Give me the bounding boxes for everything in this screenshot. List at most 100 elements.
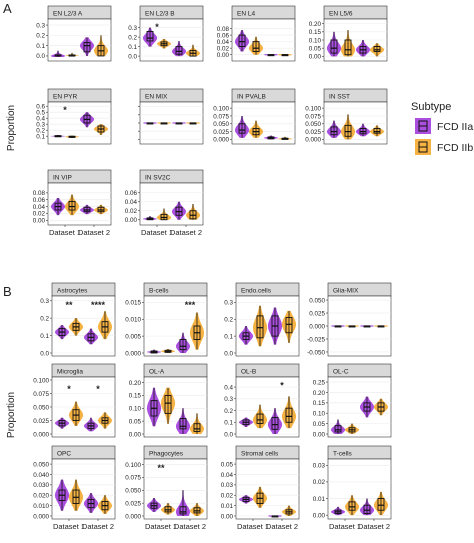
y-tick-label: 0.15	[309, 29, 322, 36]
y-tick-label: 0.1	[128, 44, 137, 51]
y-tick-label: 0.00	[221, 513, 234, 520]
x-tick-label: Dataset 2	[358, 522, 390, 531]
facet-in-vip: IN VIP 0.000.020.040.060.08 Dataset 1Datas…	[33, 169, 112, 237]
facet-title: Glia-MIX	[333, 288, 359, 295]
panel-label-a: A	[3, 1, 12, 16]
facet-title: OL-C	[333, 369, 349, 376]
y-tick-label: 0.000	[33, 431, 49, 438]
y-tick-label: 0.0	[224, 431, 233, 438]
y-tick-label: 0.075	[213, 113, 229, 120]
box	[179, 506, 187, 515]
y-tick-label: 0.02	[125, 208, 138, 215]
y-axis-title: Proportion	[6, 392, 17, 438]
y-tick-label: 0.0	[36, 53, 45, 60]
y-axis-title: Proportion	[6, 105, 17, 151]
facet-title: EN L5/6	[329, 11, 353, 18]
y-tick-label: 0.025	[125, 500, 141, 507]
y-tick-label: 0.06	[125, 190, 138, 197]
y-tick-label: 0.030	[33, 482, 49, 489]
box	[238, 34, 246, 47]
y-tick-label: 0.0	[224, 350, 233, 357]
y-tick-label: -0.025	[307, 336, 325, 343]
y-tick-label: 0.15	[129, 393, 142, 400]
y-tick-label: 0.03	[313, 463, 326, 470]
y-tick-label: 0.05	[221, 461, 234, 468]
y-tick-label: 0.03	[221, 482, 234, 489]
facet-ol-a: OL-A 0.00 0.05 0.10 0.15 0.20	[129, 363, 208, 438]
y-tick-label: 0.3	[40, 298, 49, 305]
box	[377, 498, 385, 511]
significance-marker: *	[67, 384, 71, 394]
box	[373, 46, 381, 52]
y-tick-label: 0.02	[313, 479, 326, 486]
facet-en-l4: EN L4 0.000.020.040.060.08	[217, 5, 296, 62]
y-tick-label: 0.000	[33, 513, 49, 520]
x-tick-label: Dataset 2	[170, 228, 202, 237]
y-tick-label: 0.08	[217, 26, 230, 33]
legend-label-fcd-iib: FCD IIb	[437, 142, 473, 154]
y-tick-label: 0.00	[125, 217, 138, 224]
y-tick-label: 0.04	[217, 39, 230, 46]
y-tick-label: 0.000	[305, 137, 321, 144]
facet-title: EN L2/3 A	[53, 11, 83, 18]
y-tick-label: 0.00	[309, 54, 322, 61]
box	[256, 413, 264, 424]
facet-title: EN MIX	[145, 94, 168, 101]
y-tick-label: 0.050	[305, 121, 321, 128]
box	[344, 39, 352, 56]
legend-key-fcd-iib	[415, 139, 431, 155]
y-tick-label: 0.100	[305, 105, 321, 112]
facet-glia-mix: Glia-MIX -0.050 -0.025 0.000 0.025 0.050	[307, 282, 392, 357]
y-tick-label: 0.000	[125, 513, 141, 520]
facet-ol-b: OL-B 0.0 0.1 0.2 0.3 0.4 *	[224, 363, 300, 438]
box	[68, 200, 76, 211]
y-tick-label: 0.04	[221, 472, 234, 479]
facet-en-l2-3-b: EN L2/3 B 0.0 0.1 0.2 0.3 *	[128, 5, 204, 62]
y-tick-label: 0.0	[128, 53, 137, 60]
y-tick-label: 0.1	[224, 420, 233, 427]
facet-title: EN L2/3 B	[145, 11, 175, 18]
facet-opc: OPC 0.000 0.010 0.020 0.030 0.040 0.050 Dataset…	[33, 445, 116, 531]
facet-title: IN PVALB	[237, 94, 266, 101]
box	[334, 425, 342, 433]
y-tick-label: 0.1	[36, 134, 45, 141]
facet-t-cells: T-cells 0.00 0.01 0.02 0.03 Dataset 1Dataset …	[313, 445, 392, 531]
legend-label-fcd-iia: FCD IIa	[437, 121, 473, 133]
y-tick-label: 0.025	[309, 310, 325, 317]
x-tick-label: Dataset 2	[78, 228, 110, 237]
significance-marker: *	[155, 22, 159, 32]
y-tick-label: 0.05	[309, 45, 322, 52]
x-tick-label: Dataset 1	[53, 522, 85, 531]
facet-endo-cells: Endo.cells 0.0 0.1 0.2 0.3	[224, 282, 300, 357]
y-tick-label: 0.025	[213, 129, 229, 136]
y-tick-label: 0.010	[125, 317, 141, 324]
significance-marker: **	[158, 463, 166, 473]
x-tick-label: Dataset 1	[145, 522, 177, 531]
y-tick-label: 0.10	[309, 37, 322, 44]
y-tick-label: 0.3	[36, 22, 45, 29]
box	[285, 407, 293, 423]
y-tick-label: 0.100	[33, 377, 49, 384]
y-tick-label: 0.020	[33, 493, 49, 500]
facet-title: Phagocytes	[149, 451, 184, 458]
box	[83, 42, 91, 53]
y-tick-label: 0.1	[224, 333, 233, 340]
facet-title: IN SST	[329, 94, 350, 101]
y-tick-label: 0.005	[125, 333, 141, 340]
panel-area	[47, 101, 112, 145]
y-tick-label: 0.02	[33, 211, 46, 218]
box	[179, 339, 187, 351]
x-tick-label: Dataset 1	[141, 228, 173, 237]
y-tick-label: 0.050	[125, 488, 141, 495]
y-tick-label: 0.050	[309, 297, 325, 304]
facet-title: OL-B	[241, 369, 256, 376]
y-tick-label: 0.00	[313, 431, 326, 438]
significance-marker: ****	[91, 300, 106, 310]
significance-marker: *	[63, 105, 67, 115]
significance-marker: *	[280, 381, 284, 391]
y-tick-label: 0.040	[33, 472, 49, 479]
y-tick-label: 0.000	[213, 137, 229, 144]
